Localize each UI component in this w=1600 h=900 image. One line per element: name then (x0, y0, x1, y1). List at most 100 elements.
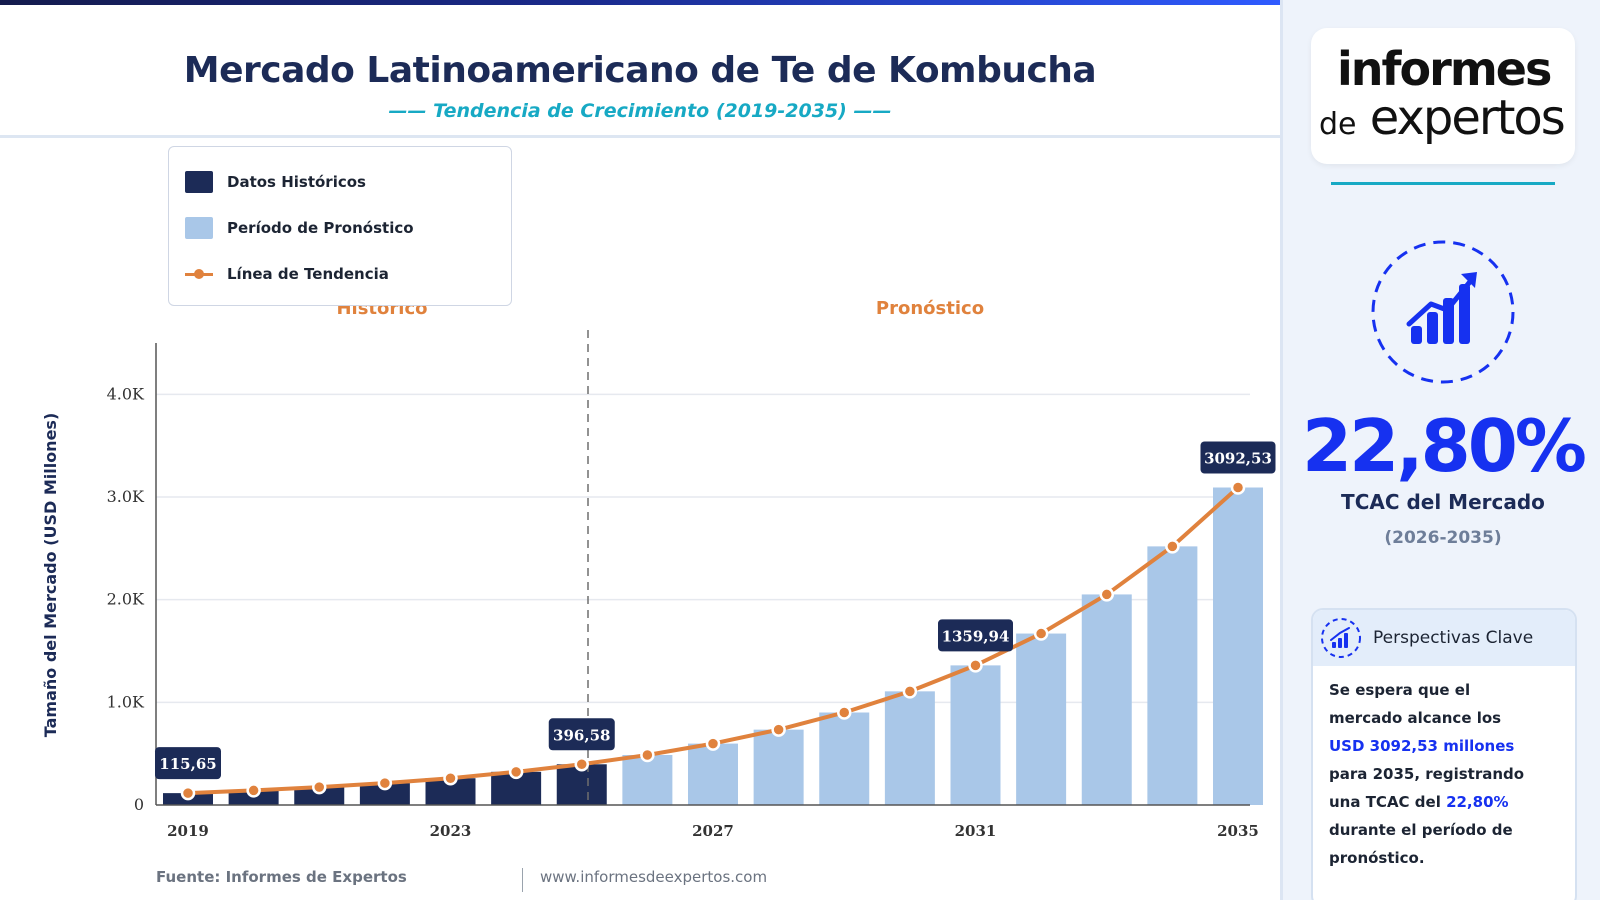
insight-chart-icon (1321, 618, 1361, 658)
legend-swatch-forecast (185, 217, 213, 239)
bar-2031 (950, 665, 1001, 805)
trend-point (1033, 626, 1049, 641)
data-label-box (548, 718, 615, 751)
trend-point (1099, 587, 1114, 602)
data-label-box (155, 747, 221, 780)
legend-swatch-historical (185, 171, 213, 193)
trend-point (902, 684, 918, 699)
data-label-text: 396,58 (553, 726, 610, 744)
data-label: 3092,53 (1200, 441, 1276, 474)
trend-point (968, 658, 983, 673)
x-tick-labels: 2019 2023 2027 2031 2035 (167, 822, 1259, 840)
bar-2020 (228, 790, 279, 805)
legend-item-trend: Línea de Tendencia (185, 261, 389, 287)
bar-2021 (294, 787, 345, 805)
insight-text-2: para 2035, registrando una TCAC del (1329, 765, 1525, 811)
insight-text: Se espera que el mercado alcance los USD… (1329, 676, 1529, 872)
y-axis-title: Tamaño del Mercado (USD Millones) (41, 413, 60, 738)
logo-word-informes: informes (1337, 42, 1552, 96)
cagr-value: 22,80% (1302, 404, 1587, 488)
main-panel: Mercado Latinoamericano de Te de Kombuch… (0, 50, 1280, 892)
legend-item-forecast: Período de Pronóstico (185, 215, 414, 241)
logo-word-expertos: de expertos (1319, 90, 1566, 146)
header-divider (0, 135, 1280, 138)
page-subtitle: —— Tendencia de Crecimiento (2019-2035) … (388, 100, 892, 122)
logo-word-expertos-text: expertos (1369, 90, 1566, 146)
y-tick-label: 4.0K (107, 384, 145, 403)
bar-2028 (753, 729, 804, 805)
insight-text-1: Se espera que el mercado alcance los (1329, 681, 1502, 727)
y-tick-label: 0 (134, 795, 144, 814)
data-label-box (938, 619, 1013, 652)
data-label: 115,65 (155, 747, 221, 780)
website-link[interactable]: www.informesdeexpertos.com (540, 868, 768, 886)
page-title: Mercado Latinoamericano de Te de Kombuch… (183, 50, 1097, 91)
bar-2027 (688, 743, 738, 805)
bar-2033 (1081, 594, 1132, 805)
trend-point (377, 775, 393, 791)
y-tick-label: 3.0K (107, 487, 145, 506)
trend-point (771, 722, 786, 737)
trend-point (1230, 480, 1246, 495)
cagr-period: (2026-2035) (1384, 528, 1502, 548)
trend-point (443, 770, 458, 786)
footer-separator (522, 868, 523, 892)
legend-item-historical: Datos Históricos (185, 169, 366, 195)
insight-highlight-cagr: 22,80% (1446, 793, 1509, 811)
data-labels: 115,65 396,58 1359,94 3092,53 (155, 441, 1276, 780)
market-chart: 115,65 396,58 1359,94 3092,53 0 1.0K 2.0K 3.0K… (41, 298, 1276, 840)
chart-legend: Datos Históricos Período de Pronóstico L… (168, 146, 512, 306)
bars (163, 487, 1263, 805)
bar-2022 (359, 783, 410, 805)
bar-2030 (884, 691, 935, 805)
x-tick-label: 2035 (1217, 822, 1259, 840)
x-tick-label: 2019 (167, 822, 209, 840)
trend-point (574, 757, 589, 772)
logo-divider (1331, 182, 1555, 185)
trend-point (312, 779, 327, 795)
top-accent-bar (0, 0, 1280, 5)
bar-2026 (622, 755, 673, 805)
trend-point (508, 764, 524, 780)
bar-2032 (1016, 633, 1067, 805)
data-label-text: 115,65 (159, 755, 216, 773)
trend-point (837, 705, 852, 720)
insight-header: Perspectivas Clave (1313, 610, 1575, 666)
legend-label-historical: Datos Históricos (227, 173, 366, 191)
brand-logo: informes de expertos (1311, 28, 1575, 164)
y-tick-label: 2.0K (107, 590, 145, 609)
y-tick-labels: 0 1.0K 2.0K 3.0K 4.0K (107, 384, 145, 814)
growth-chart-icon (1371, 240, 1515, 384)
bar-2035 (1213, 487, 1263, 805)
logo-word-de: de (1319, 107, 1357, 142)
insight-title: Perspectivas Clave (1373, 628, 1534, 648)
legend-label-trend: Línea de Tendencia (227, 265, 389, 283)
x-tick-label: 2031 (955, 822, 997, 840)
insight-highlight-value: USD 3092,53 millones (1329, 737, 1515, 755)
trend-point (1165, 539, 1180, 554)
trend-point (640, 747, 655, 763)
trend-point (246, 783, 261, 798)
grid-lines (156, 393, 1250, 704)
data-label: 1359,94 (938, 619, 1013, 652)
x-tick-label: 2027 (692, 822, 734, 840)
y-tick-label: 1.0K (107, 692, 145, 711)
key-insights-card: Perspectivas Clave Se espera que el merc… (1311, 608, 1577, 900)
trend-point (705, 736, 721, 751)
cagr-label: TCAC del Mercado (1341, 490, 1545, 514)
bar-2029 (819, 712, 870, 805)
data-label-box (1200, 441, 1276, 474)
data-label-text: 3092,53 (1204, 450, 1272, 468)
insight-text-3: durante el período de pronóstico. (1329, 821, 1513, 867)
legend-swatch-trend (185, 263, 213, 285)
legend-label-forecast: Período de Pronóstico (227, 219, 414, 237)
trend-point (180, 785, 196, 801)
data-label-text: 1359,94 (942, 627, 1010, 645)
data-label: 396,58 (548, 718, 615, 751)
source-note: Fuente: Informes de Expertos (156, 868, 407, 886)
sidebar: informes de expertos 22,80% TCAC del Mer… (1280, 0, 1600, 900)
bar-2034 (1147, 546, 1198, 805)
region-label-forecast: Pronóstico (876, 298, 984, 319)
trend-line-layer (180, 480, 1246, 801)
x-tick-label: 2023 (430, 822, 472, 840)
